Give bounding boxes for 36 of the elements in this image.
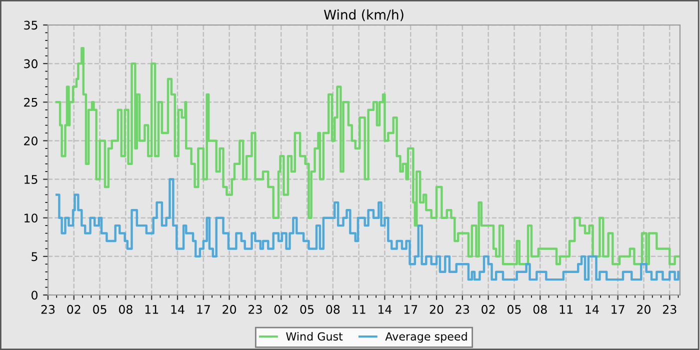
legend-label: Wind Gust <box>286 332 343 341</box>
x-tick-label: 02 <box>274 304 288 314</box>
y-tick-label: 35 <box>24 20 38 30</box>
x-tick-label: 08 <box>118 304 132 314</box>
x-tick-label: 17 <box>197 305 210 314</box>
x-tick-label: 05 <box>507 304 521 314</box>
x-tick-label: 05 <box>300 304 314 314</box>
y-tick-label: 10 <box>24 214 38 223</box>
x-tick-label: 17 <box>612 305 624 314</box>
x-tick-label: 20 <box>430 304 444 314</box>
chart-title: Wind (km/h) <box>324 9 404 22</box>
y-tick-label: 30 <box>24 59 38 68</box>
x-tick-label: 20 <box>637 304 650 314</box>
x-tick-label: 23 <box>662 304 676 314</box>
y-tick-label: 15 <box>24 175 38 184</box>
x-tick-label: 08 <box>326 304 340 314</box>
x-tick-label: 02 <box>67 304 80 314</box>
x-tick-label: 14 <box>171 305 184 314</box>
x-tick-label: 11 <box>352 305 366 314</box>
x-tick-label: 23 <box>456 304 469 314</box>
y-tick-label: 5 <box>32 252 38 262</box>
y-tick-label: 25 <box>24 98 38 107</box>
x-tick-label: 17 <box>404 305 418 314</box>
x-tick-label: 20 <box>222 304 236 314</box>
x-tick-label: 05 <box>93 304 106 314</box>
x-tick-label: 02 <box>482 304 495 314</box>
y-tick-label: 20 <box>24 136 38 146</box>
legend-label: Average speed <box>385 332 467 343</box>
x-tick-label: 14 <box>378 305 392 314</box>
x-tick-label: 11 <box>145 305 158 314</box>
x-tick-label: 23 <box>41 304 55 314</box>
x-tick-label: 14 <box>586 305 599 314</box>
y-tick-label: 0 <box>32 290 38 300</box>
x-tick-label: 11 <box>560 305 572 314</box>
x-tick-label: 23 <box>248 304 262 314</box>
x-tick-label: 08 <box>533 304 547 314</box>
